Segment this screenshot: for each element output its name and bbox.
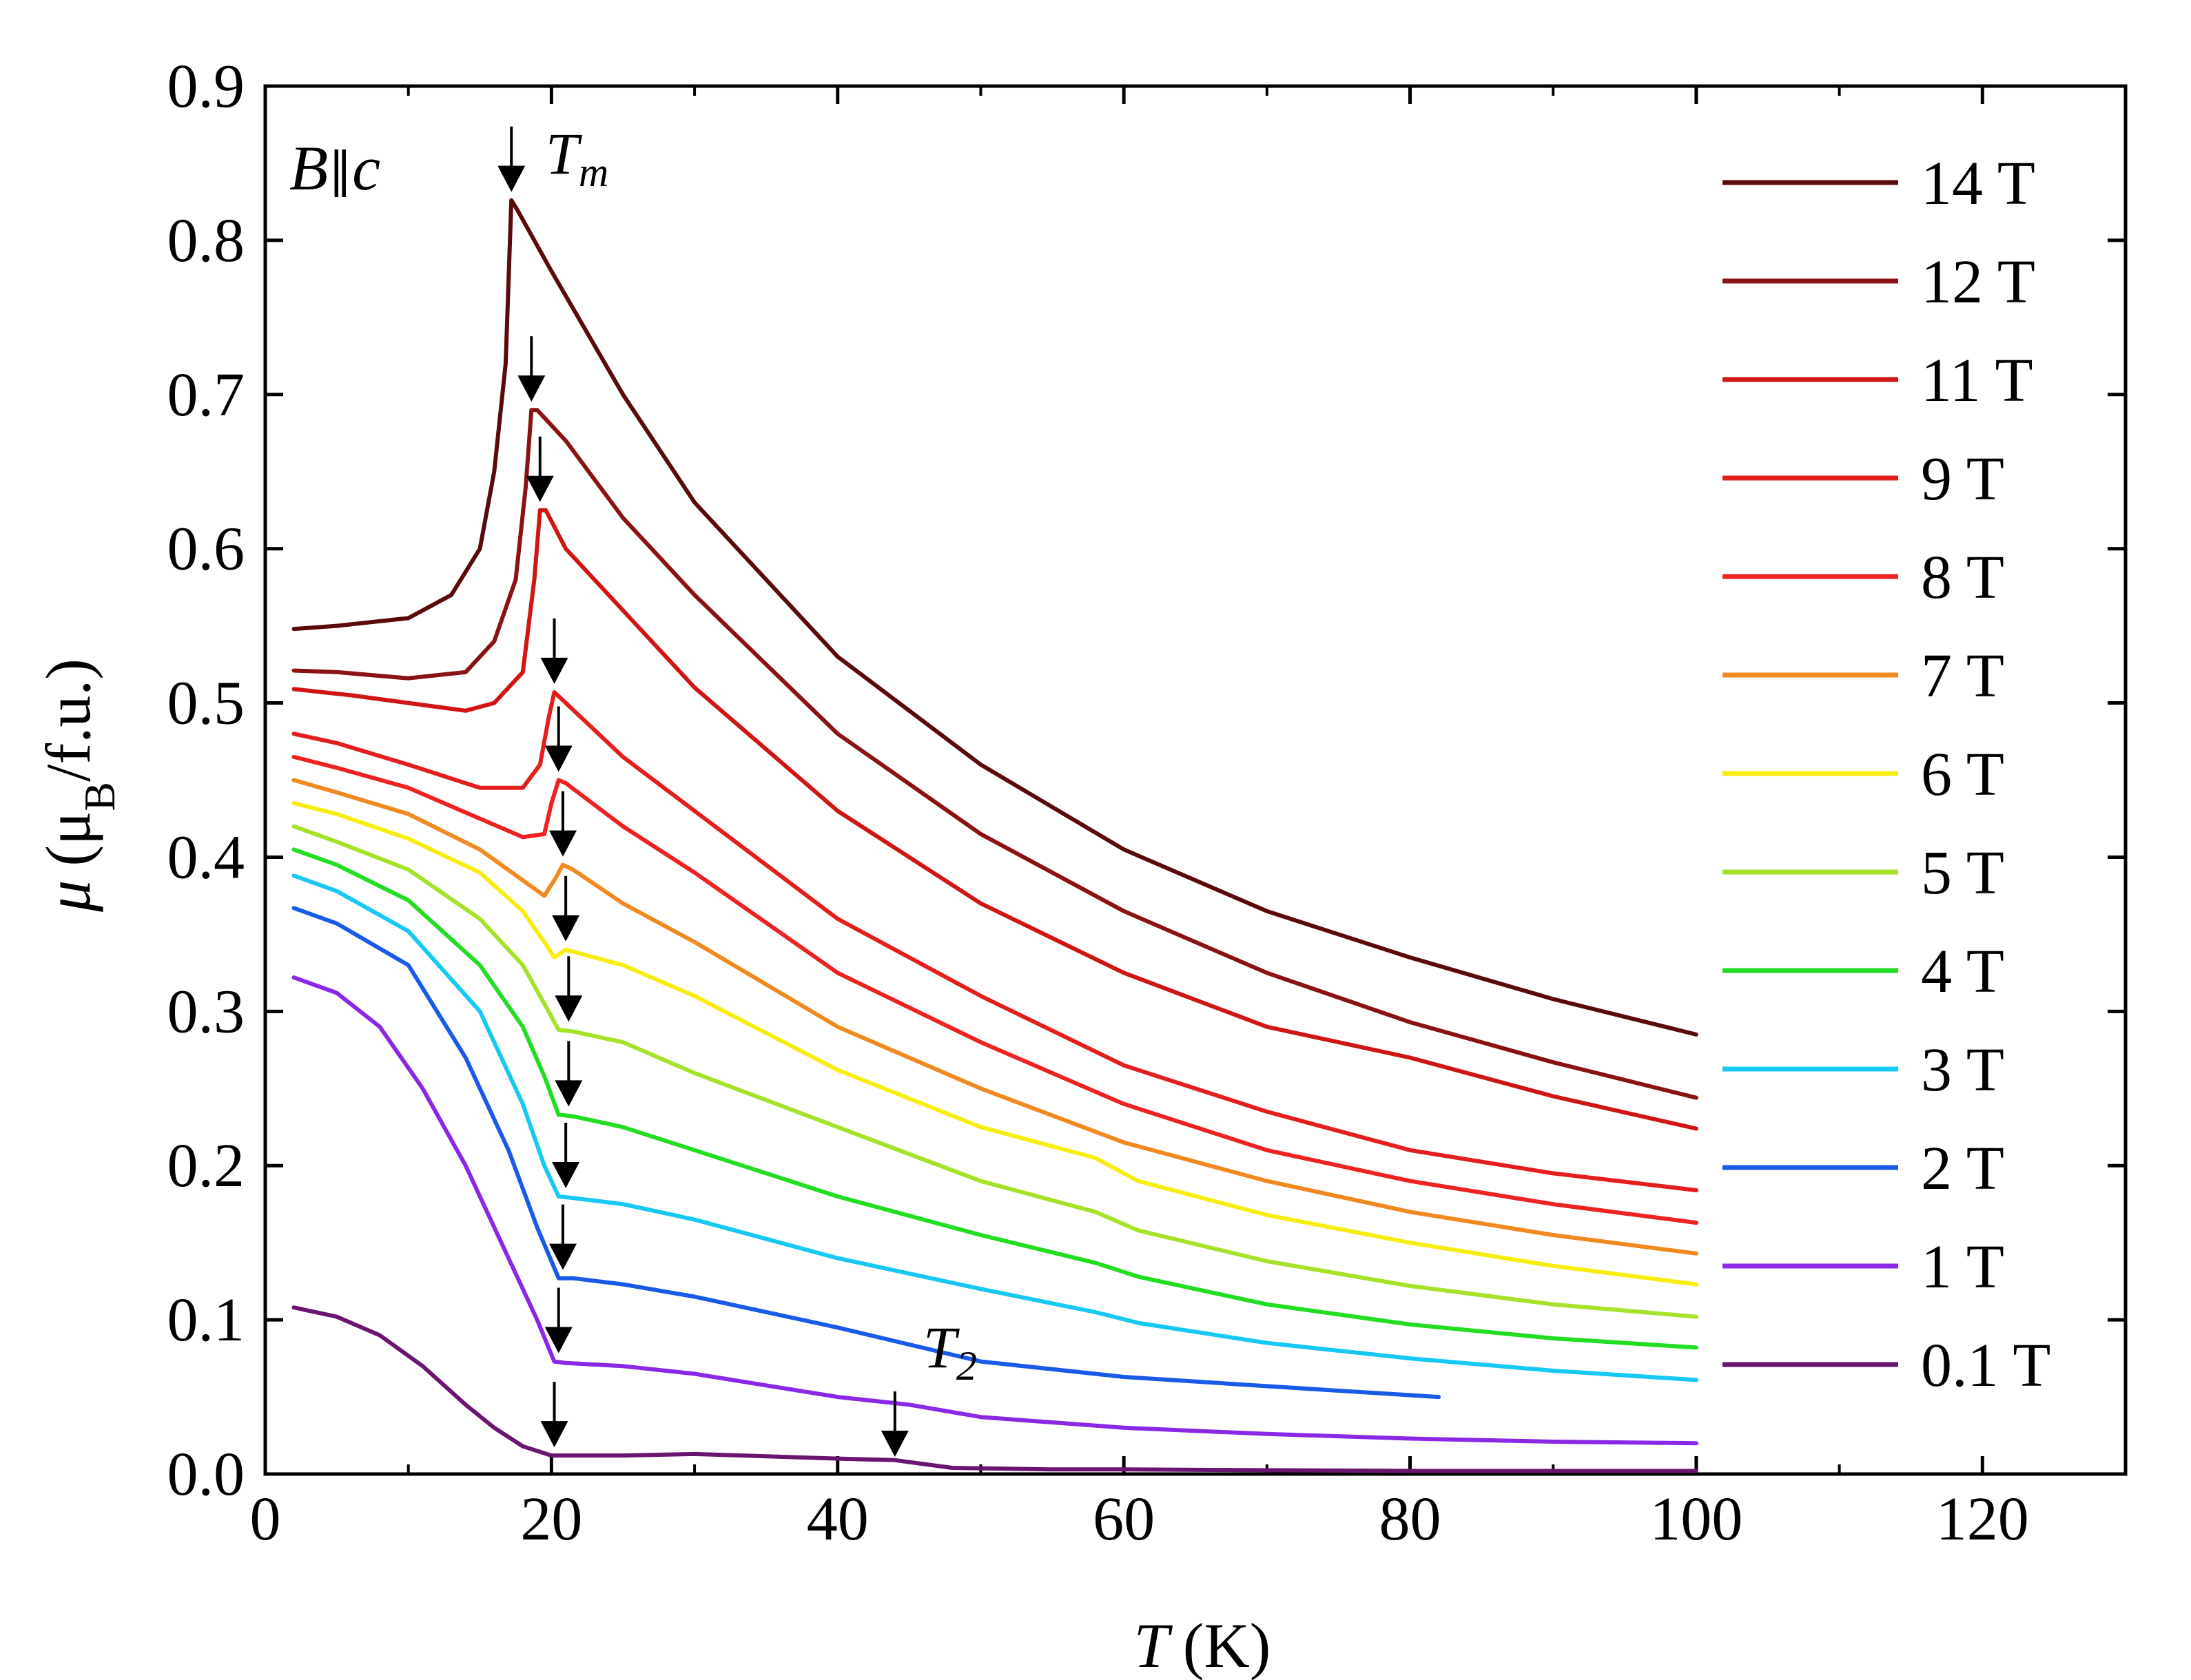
t2-label: T2 [923,1314,977,1389]
tm-arrow [526,436,554,502]
field-direction-label: B∥c [289,133,380,203]
y-tick-label: 0.6 [167,515,245,583]
series-line-14T [291,198,1698,1037]
tm-arrow [544,706,573,772]
y-tick-label: 0.4 [167,823,245,891]
tm-arrow [544,1287,573,1354]
tm-arrow [540,618,568,684]
y-tick-label: 0.2 [167,1132,245,1200]
series-line-2T [291,906,1441,1400]
legend-label: 9 T [1921,445,2004,513]
legend-label: 3 T [1921,1036,2004,1104]
series-line-9T [291,689,1698,1192]
legend-label: 2 T [1921,1134,2004,1203]
tm-arrow [517,336,546,402]
x-tick-label: 0 [250,1485,281,1553]
legend-label: 0.1 T [1921,1331,2050,1400]
legend-label: 7 T [1921,642,2004,710]
x-tick-label: 20 [520,1485,582,1553]
x-tick-label: 40 [807,1485,869,1553]
legend-label: 12 T [1921,248,2035,316]
x-tick-label: 60 [1093,1485,1155,1553]
tm-arrow [497,126,526,192]
tm-arrow [555,956,583,1022]
legend-label: 5 T [1921,839,2004,907]
legend-label: 11 T [1921,346,2033,415]
y-tick-label: 0.8 [167,207,245,275]
x-tick-label: 100 [1649,1485,1742,1553]
x-axis: 0 20 40 60 80 100 120 [250,86,2029,1553]
y-tick-label: 0.7 [167,361,245,429]
x-tick-label: 80 [1379,1485,1441,1553]
tm-arrow [555,1041,583,1107]
y-tick-label: 0.0 [167,1440,245,1508]
series-line-0p1T [291,1305,1698,1473]
y-tick-label: 0.3 [167,977,245,1046]
series-line-6T [291,801,1698,1287]
tm-arrows [497,126,909,1457]
y-tick-label: 0.1 [167,1286,245,1354]
y-axis: 0.0 0.1 0.2 0.3 0.4 0.5 0.6 0.7 0.8 0.9 [167,52,2126,1508]
tm-arrow [552,875,580,942]
y-tick-label: 0.5 [167,670,245,738]
t2-arrow [881,1391,909,1457]
y-axis-title: μ(μB/f.u.) [33,658,124,913]
plot-border [263,84,2128,1476]
legend-label: 6 T [1921,740,2004,809]
tm-arrow [540,1382,568,1448]
series-line-1T [291,975,1698,1446]
legend-label: 14 T [1921,149,2035,218]
series-line-5T [291,824,1698,1319]
x-tick-label: 120 [1936,1485,2029,1553]
legend-label: 8 T [1921,543,2004,612]
series-line-4T [291,847,1698,1350]
series-line-12T [291,408,1698,1100]
x-axis-title: T (K) [1134,1610,1271,1680]
series-lines [291,198,1698,1473]
tm-arrow [549,1204,577,1270]
series-line-7T [291,778,1698,1256]
tm-arrow [552,1123,580,1188]
series-line-11T [291,508,1698,1131]
plot-frame [263,84,2128,1476]
tm-label: Tm [546,121,608,195]
series-line-8T [291,754,1698,1225]
legend: 14 T 12 T 11 T 9 T 8 T 7 T 6 T 5 T 4 T 3 T 2 T 1 T 0… [1722,149,2050,1400]
series-line-3T [291,873,1698,1382]
legend-label: 1 T [1921,1233,2004,1301]
y-tick-label: 0.9 [167,52,245,121]
legend-label: 4 T [1921,937,2004,1006]
tm-arrow [549,791,577,857]
